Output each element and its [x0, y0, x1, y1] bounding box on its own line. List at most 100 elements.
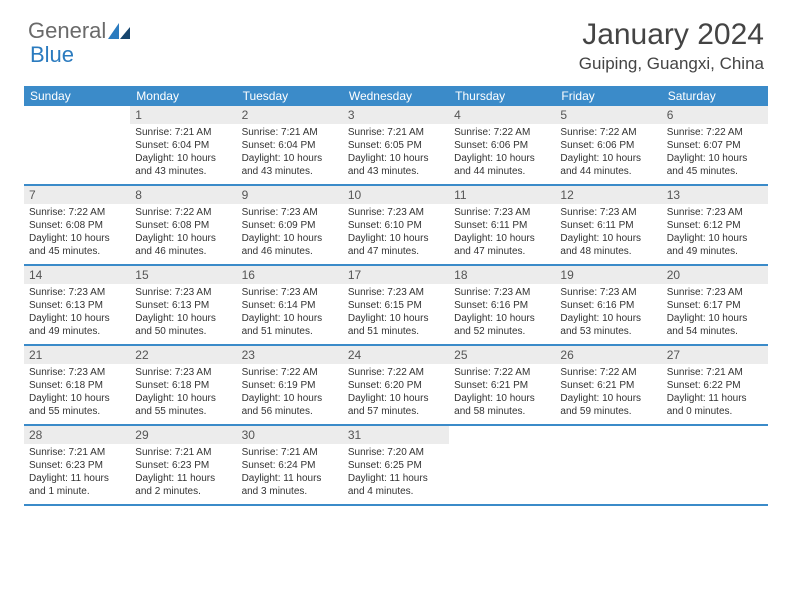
calendar-day: 31Sunrise: 7:20 AMSunset: 6:25 PMDayligh… [343, 426, 449, 504]
logo-text-blue: Blue [30, 42, 74, 67]
day-details: Sunrise: 7:21 AMSunset: 6:04 PMDaylight:… [130, 124, 236, 182]
daylight-text: Daylight: 11 hours and 1 minute. [29, 472, 125, 498]
daylight-text: Daylight: 10 hours and 58 minutes. [454, 392, 550, 418]
day-details: Sunrise: 7:21 AMSunset: 6:22 PMDaylight:… [662, 364, 768, 422]
day-number: 7 [24, 186, 130, 204]
sunrise-text: Sunrise: 7:21 AM [242, 126, 338, 139]
sunrise-text: Sunrise: 7:23 AM [667, 286, 763, 299]
calendar-day: 14Sunrise: 7:23 AMSunset: 6:13 PMDayligh… [24, 266, 130, 344]
day-details: Sunrise: 7:21 AMSunset: 6:23 PMDaylight:… [24, 444, 130, 502]
sunrise-text: Sunrise: 7:22 AM [135, 206, 231, 219]
daylight-text: Daylight: 10 hours and 51 minutes. [242, 312, 338, 338]
daylight-text: Daylight: 10 hours and 53 minutes. [560, 312, 656, 338]
daylight-text: Daylight: 11 hours and 0 minutes. [667, 392, 763, 418]
day-number: 5 [555, 106, 661, 124]
day-number: 11 [449, 186, 555, 204]
sunrise-text: Sunrise: 7:23 AM [348, 286, 444, 299]
daylight-text: Daylight: 10 hours and 55 minutes. [29, 392, 125, 418]
sunset-text: Sunset: 6:08 PM [29, 219, 125, 232]
calendar-day [555, 426, 661, 504]
sunset-text: Sunset: 6:11 PM [560, 219, 656, 232]
day-details: Sunrise: 7:22 AMSunset: 6:08 PMDaylight:… [130, 204, 236, 262]
daylight-text: Daylight: 10 hours and 57 minutes. [348, 392, 444, 418]
calendar-day [449, 426, 555, 504]
day-details: Sunrise: 7:22 AMSunset: 6:08 PMDaylight:… [24, 204, 130, 262]
calendar-day: 5Sunrise: 7:22 AMSunset: 6:06 PMDaylight… [555, 106, 661, 184]
sunset-text: Sunset: 6:08 PM [135, 219, 231, 232]
calendar-day: 25Sunrise: 7:22 AMSunset: 6:21 PMDayligh… [449, 346, 555, 424]
sunrise-text: Sunrise: 7:23 AM [348, 206, 444, 219]
daylight-text: Daylight: 10 hours and 47 minutes. [348, 232, 444, 258]
calendar-day: 21Sunrise: 7:23 AMSunset: 6:18 PMDayligh… [24, 346, 130, 424]
calendar-week: 21Sunrise: 7:23 AMSunset: 6:18 PMDayligh… [24, 346, 768, 426]
calendar-day: 11Sunrise: 7:23 AMSunset: 6:11 PMDayligh… [449, 186, 555, 264]
sunrise-text: Sunrise: 7:22 AM [454, 366, 550, 379]
daylight-text: Daylight: 10 hours and 48 minutes. [560, 232, 656, 258]
day-number: 18 [449, 266, 555, 284]
weekday-header: Tuesday [237, 86, 343, 106]
calendar: SundayMondayTuesdayWednesdayThursdayFrid… [0, 78, 792, 506]
day-number: 30 [237, 426, 343, 444]
calendar-day: 20Sunrise: 7:23 AMSunset: 6:17 PMDayligh… [662, 266, 768, 344]
calendar-week: 1Sunrise: 7:21 AMSunset: 6:04 PMDaylight… [24, 106, 768, 186]
calendar-week: 7Sunrise: 7:22 AMSunset: 6:08 PMDaylight… [24, 186, 768, 266]
title-block: January 2024 Guiping, Guangxi, China [579, 18, 764, 74]
day-number: 10 [343, 186, 449, 204]
calendar-week: 28Sunrise: 7:21 AMSunset: 6:23 PMDayligh… [24, 426, 768, 506]
sunset-text: Sunset: 6:04 PM [242, 139, 338, 152]
calendar-day: 24Sunrise: 7:22 AMSunset: 6:20 PMDayligh… [343, 346, 449, 424]
calendar-day: 6Sunrise: 7:22 AMSunset: 6:07 PMDaylight… [662, 106, 768, 184]
sunrise-text: Sunrise: 7:23 AM [454, 286, 550, 299]
weekday-header: Friday [555, 86, 661, 106]
sunrise-text: Sunrise: 7:22 AM [29, 206, 125, 219]
day-details: Sunrise: 7:22 AMSunset: 6:06 PMDaylight:… [555, 124, 661, 182]
logo-text-general: General [28, 18, 106, 44]
daylight-text: Daylight: 10 hours and 45 minutes. [667, 152, 763, 178]
day-details: Sunrise: 7:21 AMSunset: 6:04 PMDaylight:… [237, 124, 343, 182]
day-details: Sunrise: 7:23 AMSunset: 6:13 PMDaylight:… [130, 284, 236, 342]
logo: General [28, 18, 132, 44]
sunrise-text: Sunrise: 7:22 AM [560, 126, 656, 139]
day-number: 9 [237, 186, 343, 204]
sunset-text: Sunset: 6:13 PM [29, 299, 125, 312]
day-number: 26 [555, 346, 661, 364]
calendar-day: 9Sunrise: 7:23 AMSunset: 6:09 PMDaylight… [237, 186, 343, 264]
day-details: Sunrise: 7:23 AMSunset: 6:15 PMDaylight:… [343, 284, 449, 342]
day-number: 27 [662, 346, 768, 364]
sunrise-text: Sunrise: 7:22 AM [560, 366, 656, 379]
daylight-text: Daylight: 10 hours and 47 minutes. [454, 232, 550, 258]
sunset-text: Sunset: 6:18 PM [135, 379, 231, 392]
sunset-text: Sunset: 6:21 PM [454, 379, 550, 392]
logo-text-blue-wrap: Blue [30, 42, 74, 68]
day-details: Sunrise: 7:21 AMSunset: 6:23 PMDaylight:… [130, 444, 236, 502]
day-details: Sunrise: 7:22 AMSunset: 6:19 PMDaylight:… [237, 364, 343, 422]
calendar-day [24, 106, 130, 184]
daylight-text: Daylight: 11 hours and 3 minutes. [242, 472, 338, 498]
daylight-text: Daylight: 10 hours and 43 minutes. [135, 152, 231, 178]
sunset-text: Sunset: 6:07 PM [667, 139, 763, 152]
weekday-header: Wednesday [343, 86, 449, 106]
sunrise-text: Sunrise: 7:21 AM [242, 446, 338, 459]
day-details: Sunrise: 7:22 AMSunset: 6:21 PMDaylight:… [555, 364, 661, 422]
sunset-text: Sunset: 6:18 PM [29, 379, 125, 392]
sunset-text: Sunset: 6:09 PM [242, 219, 338, 232]
daylight-text: Daylight: 10 hours and 51 minutes. [348, 312, 444, 338]
calendar-day: 28Sunrise: 7:21 AMSunset: 6:23 PMDayligh… [24, 426, 130, 504]
sunrise-text: Sunrise: 7:22 AM [242, 366, 338, 379]
sunset-text: Sunset: 6:24 PM [242, 459, 338, 472]
calendar-header-row: SundayMondayTuesdayWednesdayThursdayFrid… [24, 86, 768, 106]
sunrise-text: Sunrise: 7:23 AM [242, 206, 338, 219]
sunrise-text: Sunrise: 7:22 AM [667, 126, 763, 139]
day-details: Sunrise: 7:23 AMSunset: 6:14 PMDaylight:… [237, 284, 343, 342]
day-details: Sunrise: 7:23 AMSunset: 6:16 PMDaylight:… [555, 284, 661, 342]
daylight-text: Daylight: 10 hours and 54 minutes. [667, 312, 763, 338]
sunset-text: Sunset: 6:23 PM [135, 459, 231, 472]
sunset-text: Sunset: 6:04 PM [135, 139, 231, 152]
day-number: 13 [662, 186, 768, 204]
daylight-text: Daylight: 10 hours and 56 minutes. [242, 392, 338, 418]
day-details: Sunrise: 7:23 AMSunset: 6:10 PMDaylight:… [343, 204, 449, 262]
sunrise-text: Sunrise: 7:23 AM [135, 286, 231, 299]
sunrise-text: Sunrise: 7:21 AM [348, 126, 444, 139]
day-number: 4 [449, 106, 555, 124]
sunrise-text: Sunrise: 7:21 AM [667, 366, 763, 379]
